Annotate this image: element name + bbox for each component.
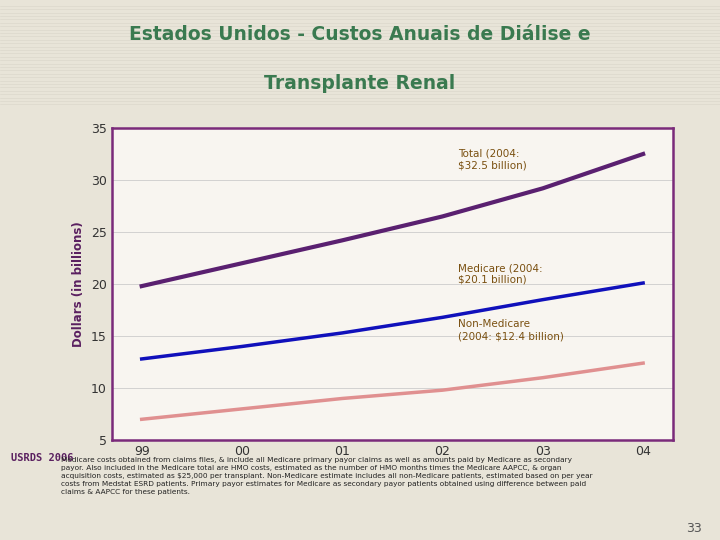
Text: Transplante Renal: Transplante Renal: [264, 74, 456, 93]
Text: Medicare costs obtained from claims files, & include all Medicare primary payor : Medicare costs obtained from claims file…: [61, 457, 593, 495]
Text: 33: 33: [686, 522, 702, 535]
Y-axis label: Dollars (in billions): Dollars (in billions): [72, 221, 85, 347]
Text: Medicare (2004:
$20.1 billion): Medicare (2004: $20.1 billion): [458, 263, 542, 285]
Text: USRDS 2006: USRDS 2006: [11, 453, 73, 463]
Text: Estados Unidos - Custos Anuais de Diálise e: Estados Unidos - Custos Anuais de Diális…: [129, 25, 591, 44]
Text: Total (2004:
$32.5 billion): Total (2004: $32.5 billion): [458, 149, 526, 171]
Text: Non-Medicare
(2004: $12.4 billion): Non-Medicare (2004: $12.4 billion): [458, 320, 564, 341]
